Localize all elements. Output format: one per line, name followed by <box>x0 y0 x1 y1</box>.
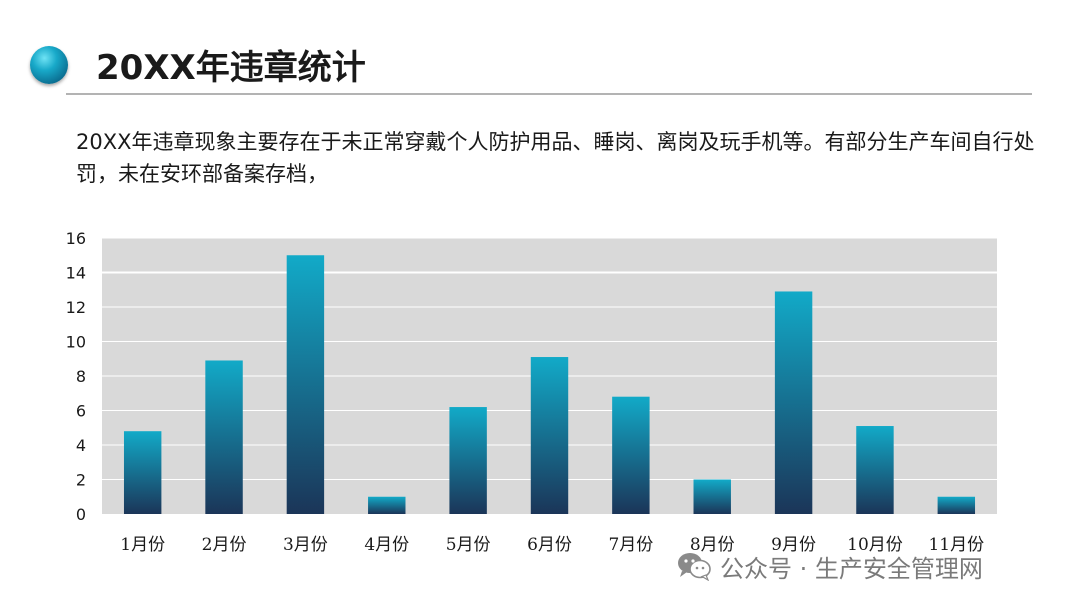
wechat-icon <box>678 553 711 581</box>
y-tick-label: 16 <box>66 229 86 248</box>
gridlines <box>102 237 997 480</box>
y-tick-label: 14 <box>66 264 86 283</box>
x-tick-label: 4月份 <box>364 535 409 555</box>
x-tick-label: 2月份 <box>202 535 247 555</box>
bar-3 <box>286 255 325 514</box>
bar-2 <box>205 360 243 514</box>
bar-6 <box>530 357 569 514</box>
y-tick-label: 6 <box>76 402 86 421</box>
x-tick-label: 6月份 <box>527 535 572 555</box>
bar-1 <box>123 431 162 514</box>
y-tick-label: 10 <box>66 333 86 352</box>
title-divider <box>66 93 1032 95</box>
watermark: 公众号 · 生产安全管理网 <box>676 548 983 584</box>
bar-9 <box>774 291 813 514</box>
x-tick-label: 5月份 <box>446 535 491 555</box>
x-tick-label: 7月份 <box>608 535 653 555</box>
y-tick-label: 12 <box>66 298 86 317</box>
bar-5 <box>449 407 487 514</box>
y-tick-label: 4 <box>76 436 86 455</box>
y-tick-label: 2 <box>76 471 86 490</box>
watermark-text: 公众号 · 生产安全管理网 <box>720 554 983 583</box>
y-tick-label: 0 <box>76 505 86 524</box>
x-axis-ticks: 1月份 2月份 3月份 4月份 5月份 6月份 7月份 8月份 9月份 10月份 11月份 <box>120 535 984 555</box>
x-tick-label: 10月份 <box>847 535 903 555</box>
y-tick-label: 8 <box>76 367 86 386</box>
bar-8 <box>693 479 731 514</box>
slide-description: 20XX年违章现象主要存在于未正常穿戴个人防护用品、睡岗、离岗及玩手机等。有部分… <box>76 130 1035 186</box>
x-tick-label: 9月份 <box>771 535 816 555</box>
bar-10 <box>856 426 894 514</box>
bar-4 <box>368 496 406 514</box>
bar-7 <box>612 396 650 514</box>
x-tick-label: 8月份 <box>690 535 735 555</box>
bars <box>123 255 976 514</box>
bar-11 <box>937 496 976 514</box>
slide-title: 20XX年违章统计 <box>96 48 366 88</box>
x-tick-label: 11月份 <box>928 535 984 555</box>
y-axis-ticks: 0 2 4 6 8 10 12 14 16 <box>66 229 86 524</box>
title-bullet-icon <box>30 46 68 84</box>
x-tick-label: 3月份 <box>283 535 328 555</box>
x-tick-label: 1月份 <box>120 535 165 555</box>
